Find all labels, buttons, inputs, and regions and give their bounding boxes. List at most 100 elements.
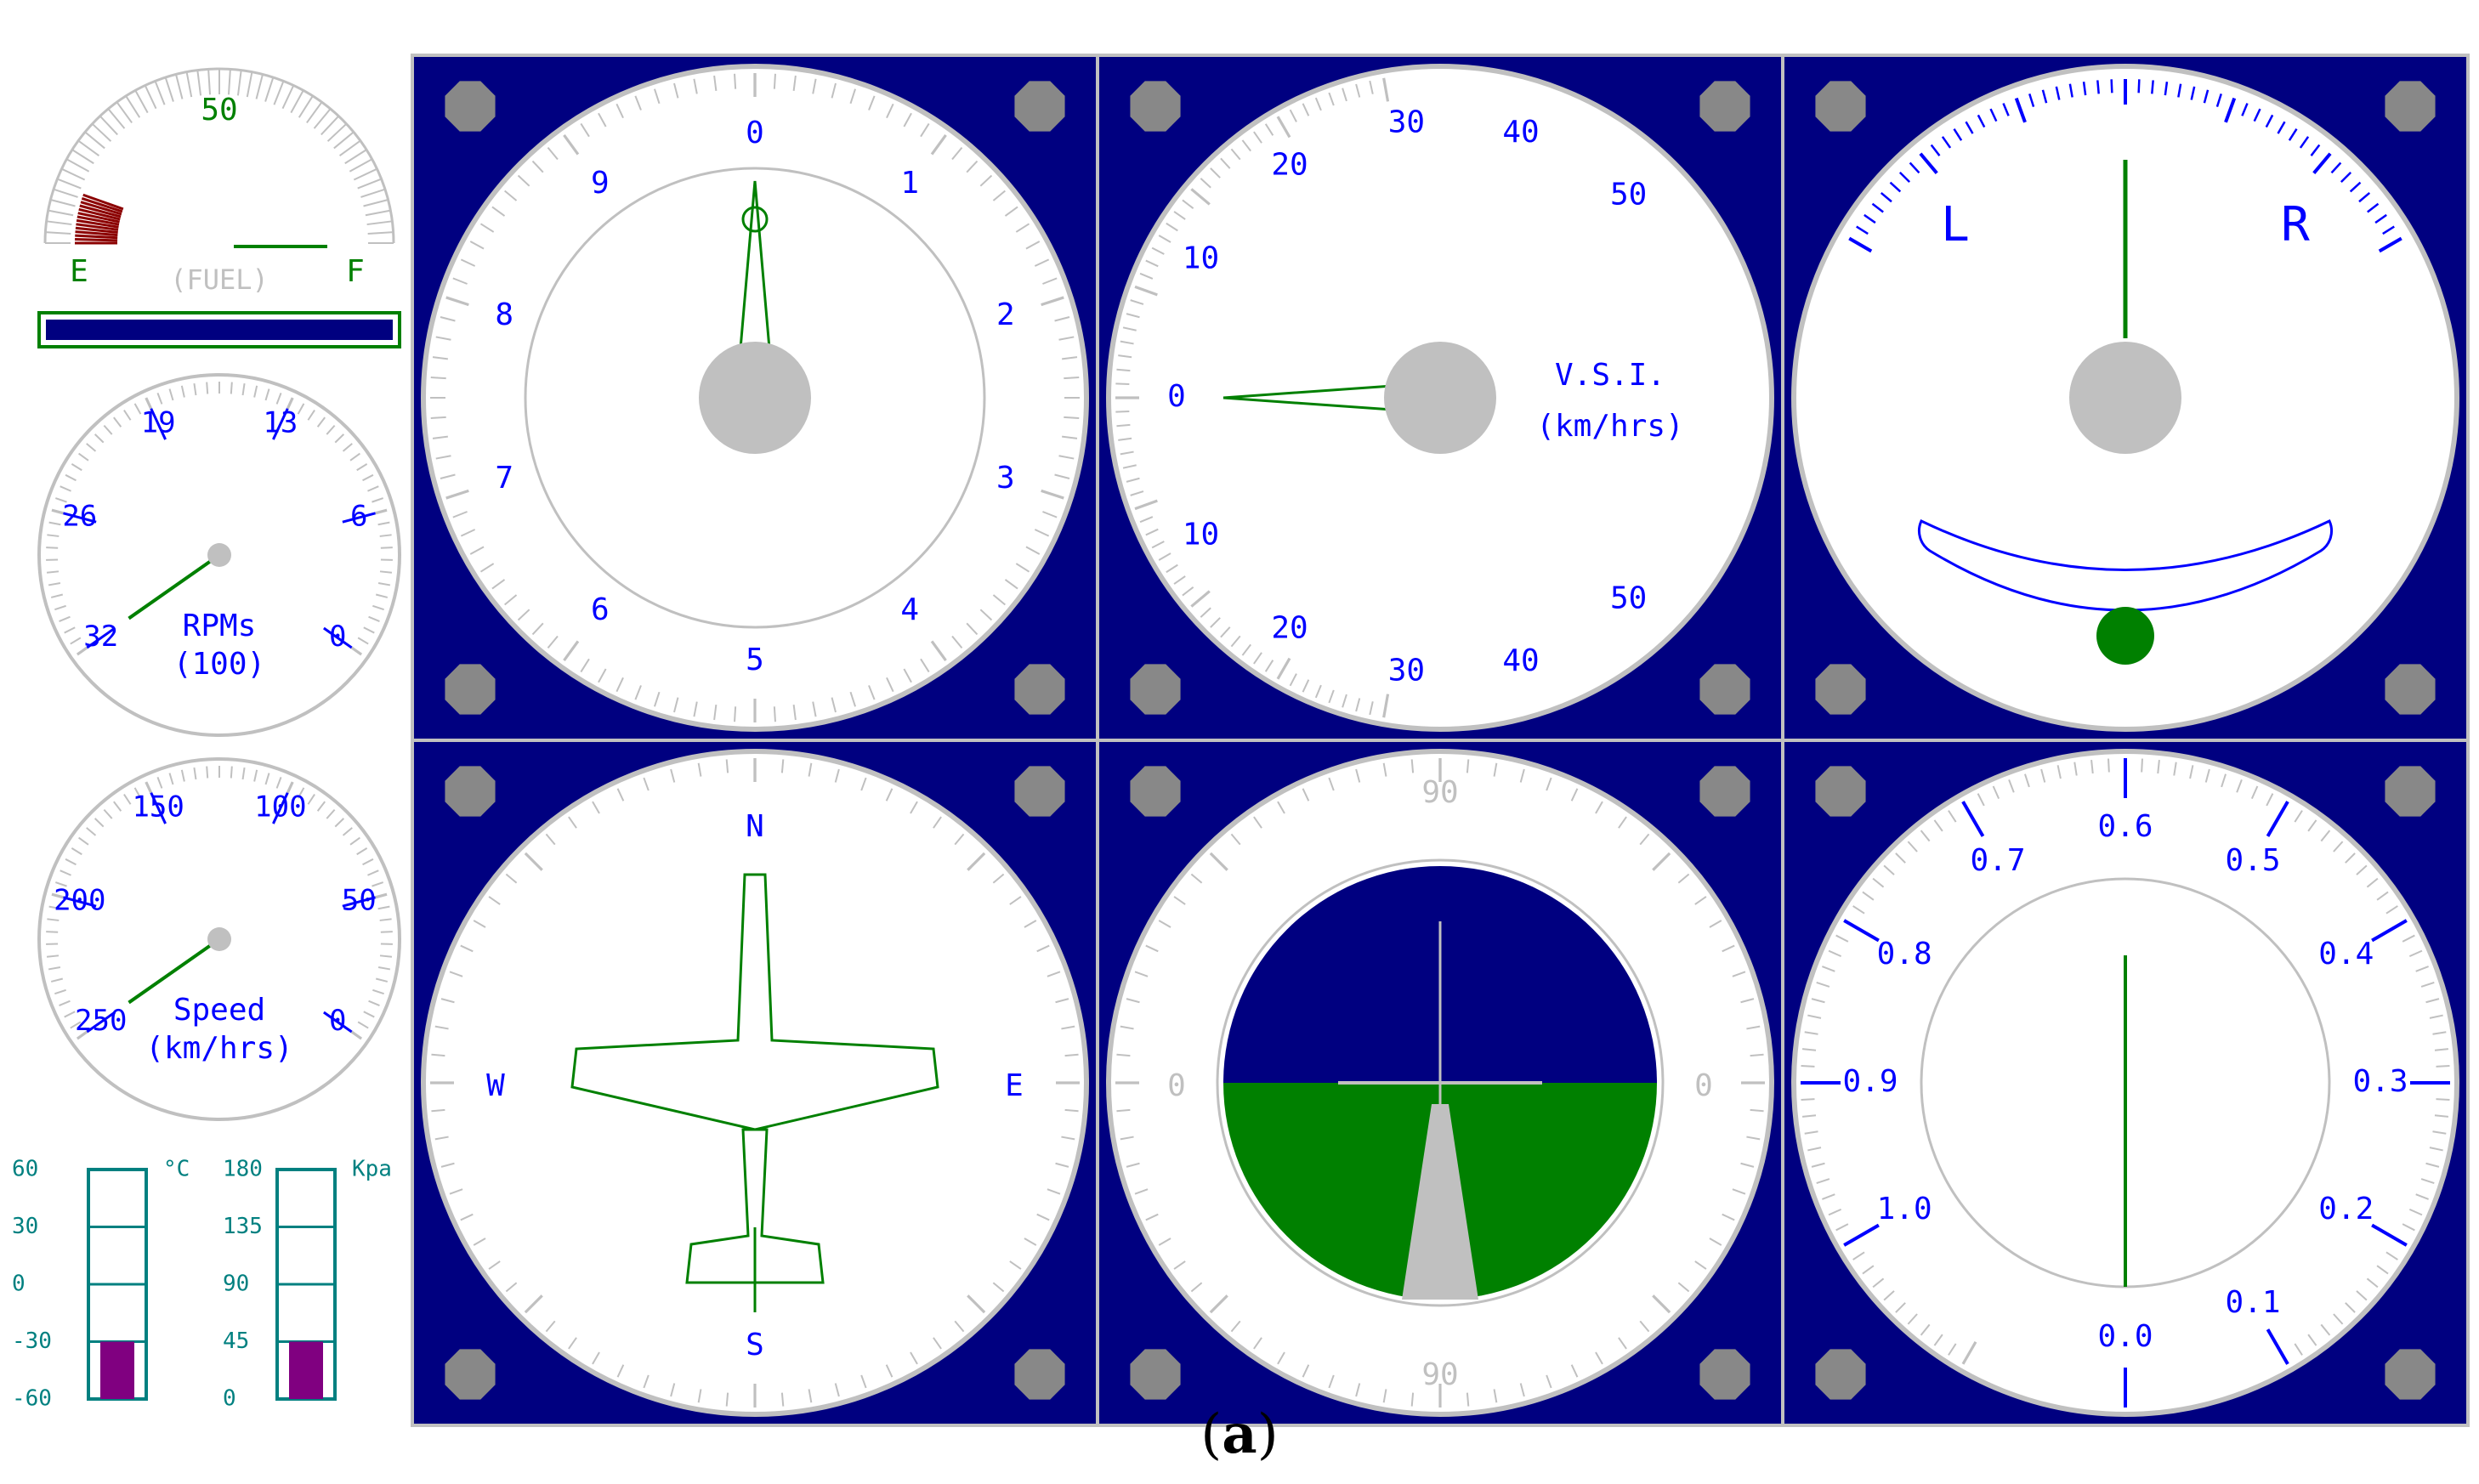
speed-gauge-label: 100 — [254, 790, 306, 824]
attitude-tick — [1750, 1055, 1764, 1056]
vsi-unit: (km/hrs) — [1536, 409, 1683, 444]
attitude-right-label: 0 — [1694, 1068, 1713, 1103]
mach-label: 0.0 — [2097, 1319, 2153, 1354]
altimeter-tick — [1064, 377, 1079, 378]
fuel-full-label: F — [346, 254, 365, 289]
altimeter-label: 3 — [996, 461, 1015, 496]
fuel-tick — [299, 96, 313, 117]
mach-tick — [2436, 1066, 2449, 1067]
turn-scale-tick — [2152, 80, 2153, 93]
mounting-screw-icon — [2385, 664, 2435, 714]
fuel-tick — [93, 124, 111, 142]
heading-tick — [1065, 1055, 1079, 1056]
vsi-climb-label: 20 — [1271, 147, 1308, 182]
fuel-tick — [48, 211, 73, 216]
attitude-tick — [1116, 1110, 1130, 1111]
attitude-bottom-label: 90 — [1421, 1357, 1458, 1392]
vsi-tick — [1116, 370, 1130, 371]
fuel-tick — [283, 86, 294, 109]
mounting-screw-icon — [2385, 766, 2435, 816]
turn-scale-tick — [2139, 79, 2140, 93]
mounting-screw-icon — [2385, 1349, 2435, 1399]
mach-tick — [2108, 759, 2109, 773]
fuel-bar — [46, 320, 393, 340]
heading-tick — [431, 1110, 445, 1111]
heading-tick — [727, 759, 728, 773]
pressure-gauge-scale-label: 90 — [223, 1272, 249, 1297]
mounting-screw-icon — [445, 664, 495, 714]
fuel-tick — [334, 132, 354, 148]
altimeter-tick — [431, 377, 446, 378]
fuel-tick — [321, 116, 339, 135]
left-gauge-column: 50 E F (FUEL) 0 6 13 19 26 32 RPMs (100) 0 50 100 150 20… — [12, 69, 400, 1412]
mach-tick — [1801, 1066, 1815, 1067]
fuel-tick — [307, 102, 322, 122]
speed-gauge-label: 0 — [329, 1004, 346, 1038]
mounting-screw-icon — [1699, 664, 1750, 714]
speed-gauge-unit-line1: Speed — [173, 993, 265, 1028]
vsi-climb-label: 40 — [1502, 115, 1539, 150]
rpm-gauge-tick — [47, 571, 59, 572]
altimeter-label: 0 — [746, 116, 764, 150]
fuel-tick — [315, 109, 331, 128]
fuel-tick — [145, 86, 156, 109]
fuel-tick — [328, 124, 347, 142]
mounting-screw-icon — [1130, 664, 1180, 714]
fuel-tick — [50, 200, 75, 206]
pressure-gauge-scale-label: 135 — [223, 1214, 263, 1239]
fuel-tick — [208, 69, 210, 94]
fuel-tick — [166, 77, 173, 102]
needle-pivot — [1384, 342, 1496, 454]
altimeter-label: 2 — [996, 297, 1015, 332]
pressure-gauge-scale-label: 45 — [223, 1328, 249, 1354]
altimeter-tick — [431, 417, 446, 418]
heading-indicator-panel: NSEW — [412, 740, 1098, 1425]
temperature-gauge: 60300-30-60°C — [12, 1157, 190, 1412]
fuel-tick — [247, 72, 252, 97]
mounting-screw-icon — [1014, 81, 1064, 131]
machmeter-panel: 0.00.10.20.30.40.50.60.70.80.91.0 — [1783, 740, 2468, 1425]
vsi-descent-label: 20 — [1271, 611, 1308, 646]
heading-tick — [1065, 1110, 1079, 1111]
fuel-tick — [257, 74, 263, 99]
mounting-screw-icon — [1815, 81, 1865, 131]
main-instrument-grid: 01234567890102030 4050102030 4050V.S.I.(km… — [412, 55, 2468, 1425]
vsi-panel: 0102030 4050102030 4050V.S.I.(km/hrs) — [1098, 55, 1783, 740]
heading-east-label: E — [1005, 1068, 1024, 1103]
attitude-left-label: 0 — [1167, 1068, 1186, 1103]
fuel-tick — [265, 77, 273, 102]
altimeter-panel: 0123456789 — [412, 55, 1098, 740]
vsi-climb-label: 10 — [1183, 241, 1219, 276]
fuel-tick — [108, 109, 124, 128]
fuel-tick — [78, 141, 99, 156]
mach-label: 0.1 — [2225, 1285, 2280, 1320]
vsi-descent-label: 30 — [1388, 654, 1425, 688]
temperature-gauge-scale-label: 30 — [12, 1214, 38, 1239]
fuel-level-mark — [75, 240, 117, 241]
temperature-gauge-scale-label: 60 — [12, 1157, 38, 1182]
temperature-gauge-fill — [100, 1342, 134, 1400]
rpm-gauge-tick — [231, 382, 232, 394]
needle-pivot — [2069, 342, 2181, 454]
rpm-gauge-label: 13 — [263, 405, 298, 439]
mach-label: 0.2 — [2318, 1192, 2374, 1226]
pressure-gauge-unit: Kpa — [352, 1157, 392, 1182]
fuel-level-mark — [75, 235, 117, 238]
altimeter-label: 7 — [495, 461, 513, 496]
fuel-tick — [291, 90, 303, 112]
turn-left-label: L — [1941, 197, 1970, 252]
mach-tick — [2436, 1099, 2449, 1100]
inclinometer-ball — [2096, 607, 2154, 665]
rpm-gauge-label: 0 — [329, 620, 346, 654]
mach-label: 0.3 — [2352, 1064, 2408, 1099]
altimeter-label: 8 — [495, 297, 513, 332]
fuel-tick — [100, 116, 118, 135]
rpm-gauge-label: 19 — [141, 405, 176, 439]
mounting-screw-icon — [445, 766, 495, 816]
mach-tick — [2141, 759, 2142, 773]
mounting-screw-icon — [445, 81, 495, 131]
mounting-screw-icon — [1699, 81, 1750, 131]
mounting-screw-icon — [1815, 664, 1865, 714]
speed-gauge-label: 150 — [132, 790, 184, 824]
heading-tick — [782, 759, 783, 773]
